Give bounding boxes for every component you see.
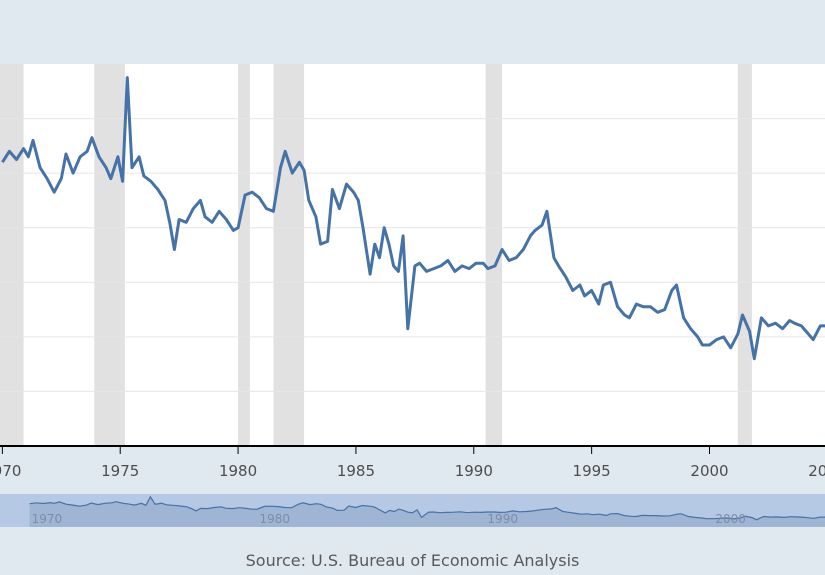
- plot-area: [0, 64, 825, 446]
- recession-band-5: [737, 64, 752, 446]
- recession-band-4: [485, 64, 503, 446]
- x-tick-label: 1975: [101, 462, 139, 480]
- recession-band-2: [238, 64, 250, 446]
- navigator-tick-label: 1970: [32, 512, 63, 526]
- x-tick-label: 1990: [455, 462, 493, 480]
- x-axis-ticks: 1970 1975 1980 1985 1990 1995 2000 2005: [0, 446, 825, 480]
- recession-band-3: [273, 64, 305, 446]
- navigator[interactable]: 1970 1980 1990 2000: [0, 494, 825, 527]
- recession-band-1: [94, 64, 125, 446]
- x-tick-label: 2000: [690, 462, 728, 480]
- recession-band-0: [0, 64, 24, 446]
- source-credit: Source: U.S. Bureau of Economic Analysis: [245, 551, 580, 570]
- series-line: [1, 76, 825, 361]
- recession-bands: [0, 64, 752, 446]
- navigator-tick-label: 2000: [715, 512, 746, 526]
- navigator-area: [29, 496, 825, 527]
- x-tick-label: 1980: [219, 462, 257, 480]
- x-tick-label: 2005: [808, 462, 825, 480]
- navigator-tick-label: 1980: [260, 512, 291, 526]
- navigator-ticks: 1970 1980 1990 2000: [32, 512, 746, 526]
- x-tick-label: 1985: [337, 462, 375, 480]
- navigator-tick-label: 1990: [487, 512, 518, 526]
- gridlines: [0, 118, 825, 392]
- x-tick-label: 1995: [573, 462, 611, 480]
- navigator-line: [29, 495, 825, 521]
- x-tick-label: 1970: [0, 462, 21, 480]
